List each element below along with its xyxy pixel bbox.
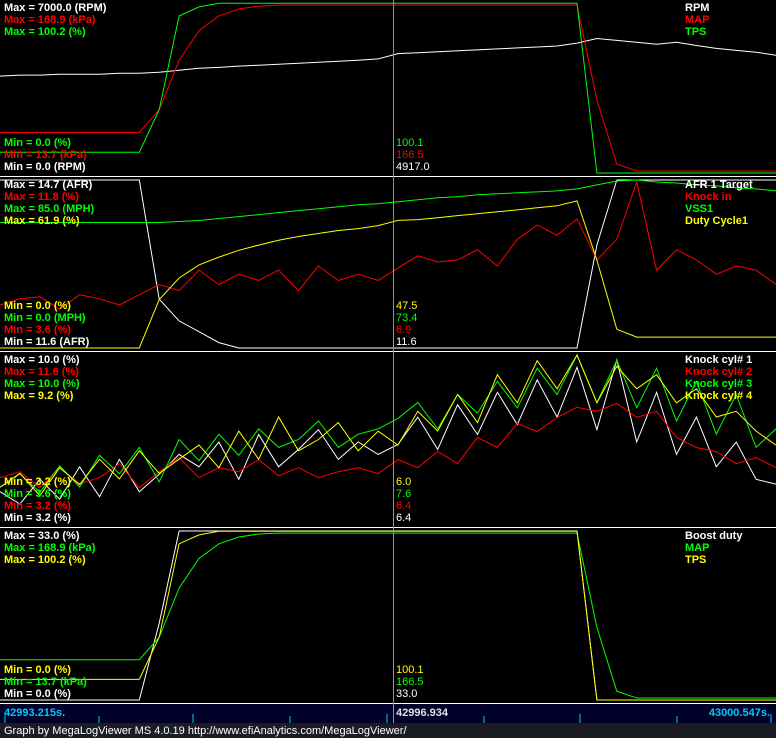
max-label: Max = 11.8 (%) xyxy=(4,191,79,203)
cursor-value: 47.5 xyxy=(396,300,417,312)
min-label: Min = 0.0 (%) xyxy=(4,137,71,149)
min-label: Min = 0.0 (%) xyxy=(4,688,71,700)
cursor-value: 4917.0 xyxy=(396,161,430,173)
cursor-value: 100.1 xyxy=(396,664,424,676)
cursor-value: 7.6 xyxy=(396,488,411,500)
legend-name: RPM xyxy=(685,2,709,14)
time-cursor: 42996.934 xyxy=(396,707,449,719)
max-label: Max = 168.9 (kPa) xyxy=(4,14,96,26)
trace xyxy=(0,353,776,494)
max-label: Max = 10.0 (%) xyxy=(4,354,80,366)
trace xyxy=(0,402,776,489)
max-label: Max = 7000.0 (RPM) xyxy=(4,2,107,14)
legend-name: Boost duty xyxy=(685,530,743,542)
legend-name: Knock cyl# 1 xyxy=(685,354,752,366)
trace xyxy=(0,530,776,701)
time-axis-bar xyxy=(0,703,776,723)
legend-name: Knock in xyxy=(685,191,732,203)
legend-name: VSS1 xyxy=(685,203,713,215)
legend-name: TPS xyxy=(685,26,706,38)
min-label: Min = 3.2 (%) xyxy=(4,476,71,488)
footer-text: Graph by MegaLogViewer MS 4.0.19 http://… xyxy=(4,725,407,737)
trace xyxy=(0,200,776,349)
trace xyxy=(0,180,776,310)
legend-name: Knock cyl# 2 xyxy=(685,366,752,378)
min-label: Min = 0.0 (RPM) xyxy=(4,161,86,173)
min-label: Min = 3.2 (%) xyxy=(4,500,71,512)
min-label: Min = 3.6 (%) xyxy=(4,324,71,336)
min-label: Min = 0.0 (MPH) xyxy=(4,312,86,324)
min-label: Min = 13.7 (kPa) xyxy=(4,149,87,161)
trace xyxy=(0,353,776,497)
time-start: 42993.215s. xyxy=(4,707,65,719)
max-label: Max = 168.9 (kPa) xyxy=(4,542,96,554)
legend-name: TPS xyxy=(685,554,706,566)
cursor-value: 33.0 xyxy=(396,688,417,700)
legend-name: Knock cyl# 3 xyxy=(685,378,752,390)
cursor-value: 166.5 xyxy=(396,149,424,161)
min-label: Min = 0.0 (%) xyxy=(4,664,71,676)
trace xyxy=(0,179,776,223)
cursor-value: 73.4 xyxy=(396,312,417,324)
cursor-value: 6.4 xyxy=(396,500,411,512)
min-label: Min = 11.6 (AFR) xyxy=(4,336,90,348)
trace xyxy=(0,179,776,349)
cursor-value: 100.1 xyxy=(396,137,424,149)
cursor-value: 6.9 xyxy=(396,324,411,336)
max-label: Max = 85.0 (MPH) xyxy=(4,203,95,215)
legend-name: MAP xyxy=(685,542,709,554)
max-label: Max = 9.2 (%) xyxy=(4,390,74,402)
cursor-value: 6.0 xyxy=(396,476,411,488)
legend-name: MAP xyxy=(685,14,709,26)
time-ticks xyxy=(4,714,772,723)
trace xyxy=(0,532,776,699)
cursor-value: 6.4 xyxy=(396,512,411,524)
panel xyxy=(0,353,776,505)
panel xyxy=(0,2,776,174)
min-label: Min = 13.7 (kPa) xyxy=(4,676,87,688)
trace xyxy=(0,2,776,174)
cursor-value: 166.5 xyxy=(396,676,424,688)
panel xyxy=(0,179,776,349)
max-label: Max = 61.9 (%) xyxy=(4,215,80,227)
time-end: 43000.547s. xyxy=(709,707,770,719)
panel xyxy=(0,530,776,701)
trace xyxy=(0,37,776,77)
max-label: Max = 33.0 (%) xyxy=(4,530,80,542)
legend-name: Duty Cycle1 xyxy=(685,215,748,227)
max-label: Max = 10.0 (%) xyxy=(4,378,80,390)
max-label: Max = 11.6 (%) xyxy=(4,366,79,378)
cursor-value: 11.6 xyxy=(396,336,417,348)
footer-bar xyxy=(0,723,776,738)
min-label: Min = 3.2 (%) xyxy=(4,512,71,524)
max-label: Max = 14.7 (AFR) xyxy=(4,179,93,191)
legend-name: AFR 1 Target xyxy=(685,179,753,191)
legend-name: Knock cyl# 4 xyxy=(685,390,753,402)
max-label: Max = 100.2 (%) xyxy=(4,26,86,38)
min-label: Min = 3.6 (%) xyxy=(4,488,71,500)
max-label: Max = 100.2 (%) xyxy=(4,554,86,566)
min-label: Min = 0.0 (%) xyxy=(4,300,71,312)
trace xyxy=(0,4,776,172)
